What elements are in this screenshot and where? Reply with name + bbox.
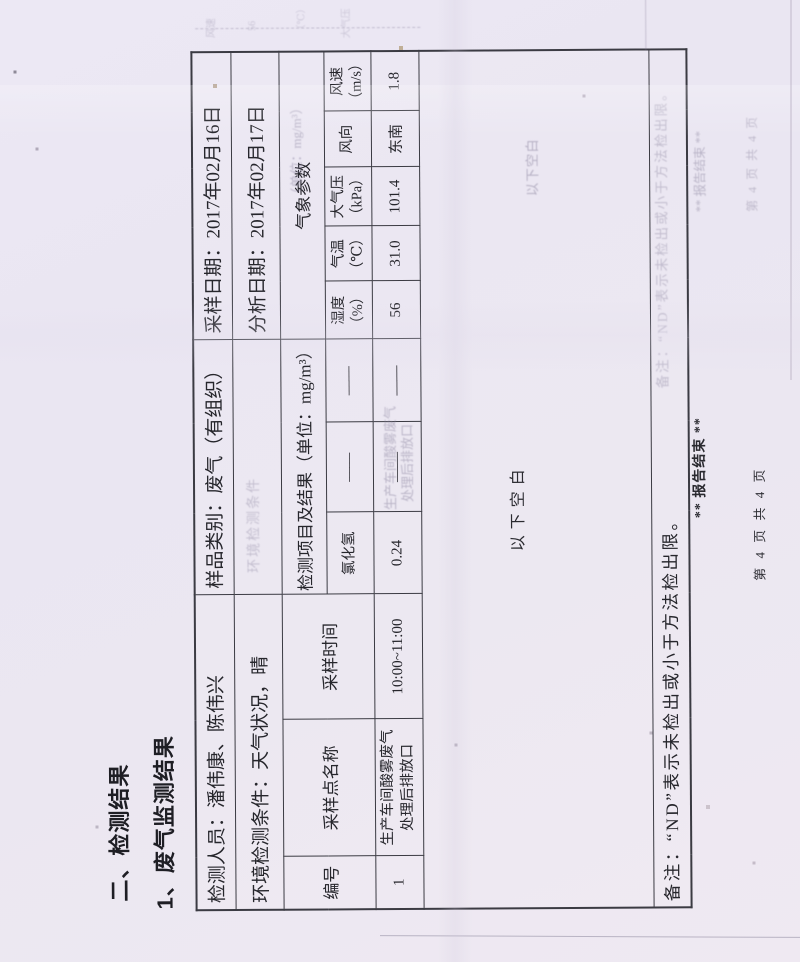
- cell-wind-direction: 东南: [370, 110, 420, 168]
- sample-type-cell: 样品类别：废气（有组织）: [193, 339, 234, 596]
- ghost-bit-humidity-value: 56: [247, 20, 259, 31]
- subsection-title: 1、废气监测结果: [151, 735, 178, 910]
- cell-point-name: 生产车间酸雾废气处理后排放口: [374, 718, 424, 857]
- inspectors-cell: 检测人员：潘伟康、陈伟兴: [194, 595, 236, 911]
- ghost-point-line2: 处理后排放口: [399, 423, 416, 502]
- cell-humidity: 56: [371, 280, 421, 340]
- header-sampling-time: 采样时间: [281, 594, 375, 720]
- ghost-unit-text: （单位：mg/m³）: [288, 101, 305, 201]
- header-hcl: 氯化氢: [326, 512, 374, 595]
- ghost-table-line: [195, 26, 421, 30]
- ghost-border-line: [645, 0, 647, 51]
- report-end-note: ** 报告结束 **: [692, 417, 709, 519]
- blank-note: 以下空白: [509, 463, 527, 552]
- header-temperature: 气温 （℃）: [324, 226, 372, 282]
- ghost-env-text: 环境检测条件: [246, 476, 263, 573]
- ghost-end-note: ** 报告结束 **: [692, 130, 708, 213]
- header-point-name: 采样点名称: [282, 719, 376, 857]
- cell-wind-speed: 1.8: [370, 50, 419, 112]
- ghost-page-info: 第 4 页 共 4 页: [744, 114, 760, 212]
- header-pressure: 大气压 （kPa）: [324, 167, 372, 227]
- env-condition-cell: 环境检测条件：天气状况，晴: [233, 594, 284, 911]
- cell-no: 1: [375, 855, 424, 910]
- monitoring-table: 检测人员：潘伟康、陈伟兴 样品类别：废气（有组织） 采样日期：2017年02月1…: [190, 48, 693, 912]
- header-dash-1: ——: [325, 422, 374, 513]
- analysis-date-cell: 分析日期：2017年02月17日: [230, 51, 281, 340]
- sampling-date-cell: 采样日期：2017年02月16日: [191, 51, 233, 341]
- ghost-blank-note: 以下空白: [524, 138, 541, 197]
- header-dash-2: ——: [325, 339, 373, 423]
- header-wind-direction: 风向: [323, 111, 372, 168]
- header-result-group: 检测项目及结果（单位：mg/m³）: [280, 339, 327, 595]
- ghost-remark: 备注：“ND”表示未检出或小于方法检出限。: [653, 85, 671, 389]
- cell-sampling-time: 10:00~11:00: [373, 593, 423, 720]
- page-number-footer: 第 4 页 共 4 页: [751, 466, 768, 581]
- cell-temperature: 31.0: [371, 225, 420, 282]
- cell-pressure: 101.4: [371, 166, 420, 227]
- cell-hcl-value: 0.24: [373, 511, 422, 595]
- ghost-bit-pressure: 大气压: [341, 8, 353, 39]
- header-humidity: 湿度 （%）: [324, 281, 373, 340]
- section-title: 二、检测结果: [106, 763, 133, 902]
- header-wind-speed: 风速 （m/s）: [323, 51, 371, 112]
- ghost-bit-temp-unit: （℃）: [296, 3, 308, 35]
- header-no: 编号: [283, 856, 376, 910]
